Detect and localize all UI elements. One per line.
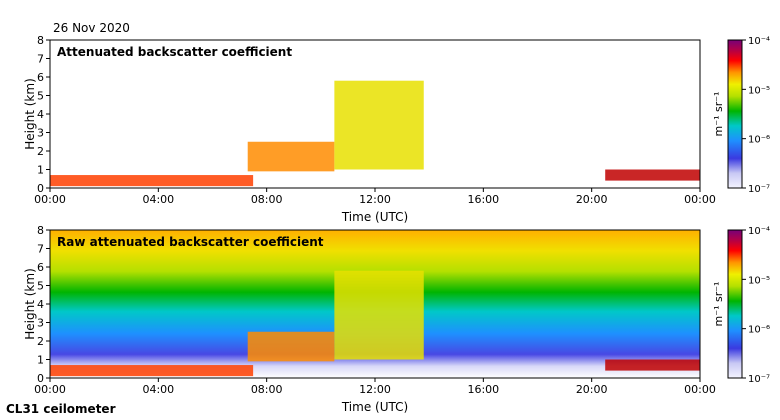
bottom-colorbar-tick-label: 10⁻⁷ [748,374,770,385]
top-panel-title: Attenuated backscatter coefficient [57,45,292,59]
bottom-y-tick-label: 1 [37,354,44,367]
bottom-colorbar-tick-label: 10⁻⁵ [748,275,770,286]
bottom-y-tick-label: 5 [37,280,44,293]
top-x-tick-label: 12:00 [359,193,391,206]
bottom-feature-cloud-layer [247,331,335,362]
bottom-feature-rising-cloud [334,270,424,360]
top-y-tick-label: 5 [37,90,44,103]
bottom-feature-low-cloud [605,359,700,371]
bottom-colorbar: 10⁻⁴ 10⁻⁵ 10⁻⁶ 10⁻⁷ m⁻¹ sr⁻¹ [712,226,770,385]
bottom-x-tick-label: 00:00 [34,383,66,396]
top-colorbar-label: m⁻¹ sr⁻¹ [712,92,725,137]
top-colorbar-tick-label: 10⁻⁶ [748,135,770,146]
bottom-x-tick-label: 00:00 [684,383,716,396]
top-x-tick-label: 16:00 [467,193,499,206]
top-feature-low-cloud [605,169,700,181]
top-y-axis-label: Height (km) [23,78,37,149]
bottom-panel-title: Raw attenuated backscatter coefficient [57,235,324,249]
top-feature-rising-cloud [334,80,424,170]
top-x-axis-label: Time (UTC) [341,210,408,224]
bottom-y-tick-label: 7 [37,243,44,256]
bottom-x-tick-label: 16:00 [467,383,499,396]
bottom-x-tick-label: 12:00 [359,383,391,396]
top-colorbar-tick-label: 10⁻⁷ [748,184,770,195]
bottom-x-tick-label: 08:00 [251,383,283,396]
bottom-x-axis-label: Time (UTC) [341,400,408,414]
top-x-tick-label: 20:00 [576,193,608,206]
top-colorbar-tick-label: 10⁻⁴ [748,36,770,47]
top-y-tick-label: 4 [37,108,44,121]
bottom-y-tick-label: 3 [37,317,44,330]
bottom-y-tick-label: 2 [37,335,44,348]
top-colorbar-tick-label: 10⁻⁵ [748,85,770,96]
instrument-label: CL31 ceilometer [6,402,116,416]
top-y-tick-label: 0 [37,182,44,195]
top-x-tick-label: 00:00 [684,193,716,206]
bottom-x-tick-label: 04:00 [142,383,174,396]
bottom-y-axis-label: Height (km) [23,268,37,339]
top-x-tick-label: 08:00 [251,193,283,206]
top-y-tick-label: 8 [37,34,44,47]
bottom-plot-area [50,230,700,378]
top-feature-cloud-layer [247,141,335,172]
top-y-tick-label: 3 [37,127,44,140]
top-plot-area [50,40,700,188]
top-panel: 0 1 2 3 4 5 6 7 8 00:00 04:00 08:00 12:00 16:00 20:00 0… [23,34,770,224]
bottom-x-tick-label: 20:00 [576,383,608,396]
top-y-tick-label: 2 [37,145,44,158]
bottom-colorbar-label: m⁻¹ sr⁻¹ [712,282,725,327]
bottom-y-tick-label: 4 [37,298,44,311]
bottom-y-tick-label: 6 [37,261,44,274]
top-y-tick-label: 1 [37,164,44,177]
top-colorbar: 10⁻⁴ 10⁻⁵ 10⁻⁶ 10⁻⁷ m⁻¹ sr⁻¹ [712,36,770,195]
bottom-y-tick-label: 8 [37,224,44,237]
top-x-tick-label: 04:00 [142,193,174,206]
date-label: 26 Nov 2020 [53,21,130,35]
top-y-tick-label: 7 [37,53,44,66]
top-x-tick-label: 00:00 [34,193,66,206]
top-y-tick-label: 6 [37,71,44,84]
top-plot-frame [49,39,701,189]
bottom-plot-frame [49,229,701,379]
bottom-colorbar-tick-label: 10⁻⁴ [748,226,770,237]
bottom-feature-boundary-layer-aerosol [50,365,254,377]
bottom-colorbar-tick-label: 10⁻⁶ [748,325,770,336]
bottom-y-tick-label: 0 [37,372,44,385]
top-feature-boundary-layer-aerosol [50,175,254,187]
bottom-panel: 0 1 2 3 4 5 6 7 8 00:00 04:00 08:00 12:00 16:00 20:00 0… [23,224,770,414]
